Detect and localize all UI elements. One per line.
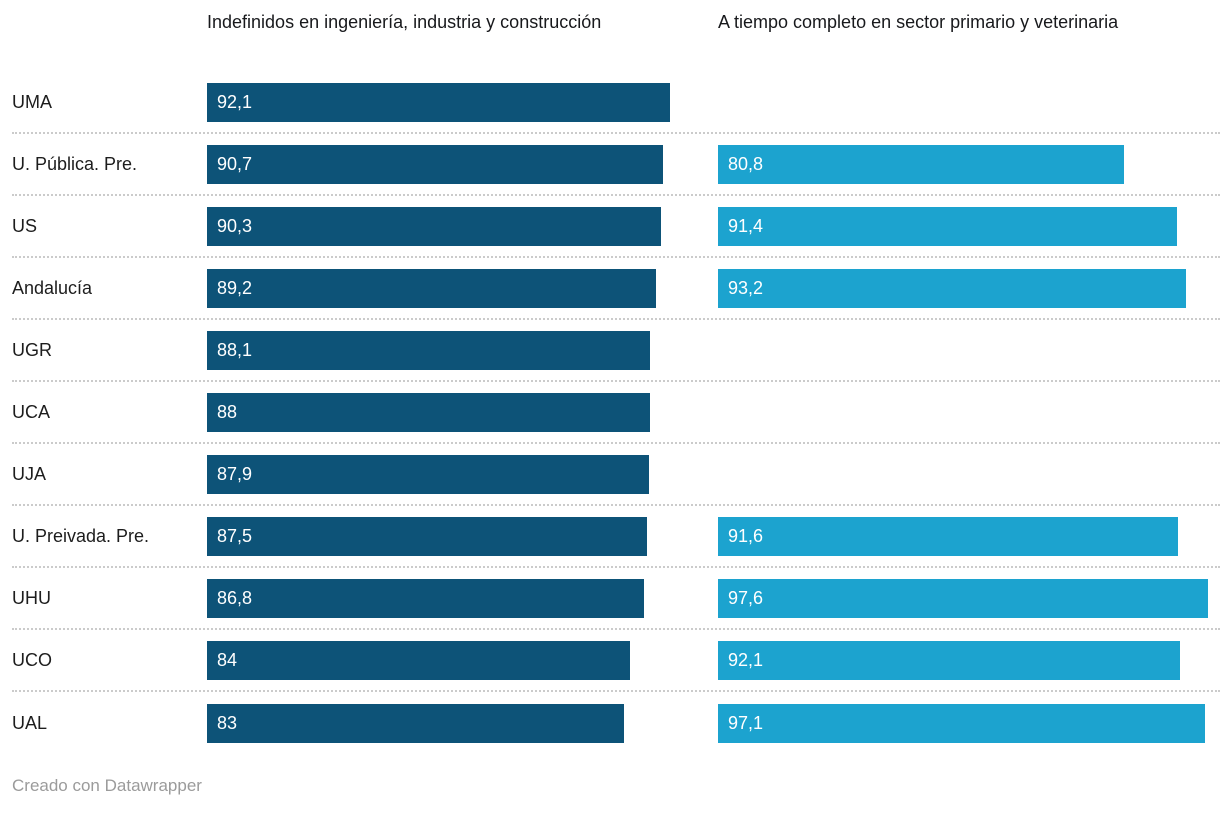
chart-row: U. Pública. Pre. 90,7 80,8 [12, 134, 1220, 196]
bar-left: 92,1 [207, 82, 671, 122]
chart-row: UGR 88,1 [12, 320, 1220, 382]
bar-cell-right [718, 83, 1220, 122]
bar-value-label: 84 [217, 649, 238, 670]
bar-cell-left: 90,3 [207, 206, 710, 246]
bar-cell-right: 92,1 [718, 640, 1220, 680]
bar-left: 90,3 [207, 206, 662, 246]
row-label: Andalucía [12, 277, 93, 298]
bar-value-label: 87,9 [217, 463, 253, 484]
bar-cell-left: 88 [207, 392, 710, 432]
bar-cell-right: 97,6 [718, 578, 1220, 618]
bar-cell-left: 83 [207, 703, 710, 743]
bar-value-label: 80,8 [728, 153, 764, 174]
row-label: U. Pública. Pre. [12, 153, 138, 174]
bar-value-label: 92,1 [217, 91, 253, 112]
bar-left: 87,9 [207, 454, 650, 494]
bar-cell-right: 80,8 [718, 144, 1220, 184]
column-header-right: A tiempo completo en sector primario y v… [718, 12, 1119, 32]
chart-row: UCO 84 92,1 [12, 630, 1220, 692]
row-label: UMA [12, 91, 52, 112]
row-label: UAL [12, 712, 48, 733]
bar-value-label: 91,4 [728, 215, 764, 236]
bar-value-label: 88,1 [217, 339, 253, 360]
bar-cell-left: 87,9 [207, 454, 710, 494]
bar-cell-left: 89,2 [207, 268, 710, 308]
row-label: UJA [12, 463, 47, 484]
row-label: UHU [12, 587, 51, 608]
bar-value-label: 88 [217, 401, 238, 422]
bar-left: 84 [207, 640, 630, 680]
bar-value-label: 90,7 [217, 153, 253, 174]
datawrapper-attribution-link[interactable]: Creado con Datawrapper [12, 776, 202, 795]
bar-cell-right [718, 331, 1220, 370]
bar-value-label: 86,8 [217, 587, 253, 608]
bar-right: 97,6 [718, 578, 1208, 618]
bar-cell-right: 91,4 [718, 206, 1220, 246]
bar-right: 80,8 [718, 144, 1124, 184]
bar-cell-right: 93,2 [718, 268, 1220, 308]
chart-row: US 90,3 91,4 [12, 196, 1220, 258]
bar-value-label: 90,3 [217, 215, 253, 236]
bar-cell-right [718, 393, 1220, 432]
bar-cell-left: 92,1 [207, 82, 710, 122]
bar-right: 91,6 [718, 516, 1178, 556]
bar-cell-right: 97,1 [718, 703, 1220, 743]
row-label: U. Preivada. Pre. [12, 525, 150, 546]
bar-right: 91,4 [718, 206, 1177, 246]
bar-value-label: 92,1 [728, 649, 764, 670]
row-label: US [12, 215, 38, 236]
bar-cell-right [718, 455, 1220, 494]
column-headers: Indefinidos en ingeniería, industria y c… [12, 0, 1220, 72]
bar-value-label: 97,1 [728, 712, 764, 733]
chart-row: UCA 88 [12, 382, 1220, 444]
chart-rows: UMA 92,1 U. Pública. Pre. 90,7 80,8 US 90,3 91,… [12, 72, 1220, 754]
row-label: UCA [12, 401, 51, 422]
bar-right: 93,2 [718, 268, 1186, 308]
bar-value-label: 83 [217, 712, 238, 733]
chart-row: UAL 83 97,1 [12, 692, 1220, 754]
bar-left: 90,7 [207, 144, 664, 184]
bar-value-label: 97,6 [728, 587, 764, 608]
bar-right: 97,1 [718, 703, 1206, 743]
bar-left: 87,5 [207, 516, 648, 556]
bar-value-label: 87,5 [217, 525, 253, 546]
row-label: UGR [12, 339, 52, 360]
chart-row: UMA 92,1 [12, 72, 1220, 134]
bar-value-label: 93,2 [728, 277, 764, 298]
bar-left: 88 [207, 392, 650, 432]
column-header-left: Indefinidos en ingeniería, industria y c… [207, 12, 602, 32]
bar-cell-left: 88,1 [207, 330, 710, 370]
bar-left: 89,2 [207, 268, 656, 308]
chart-row: UHU 86,8 97,6 [12, 568, 1220, 630]
bar-cell-left: 84 [207, 640, 710, 680]
chart-row: Andalucía 89,2 93,2 [12, 258, 1220, 320]
bar-cell-left: 86,8 [207, 578, 710, 618]
row-label: UCO [12, 649, 52, 670]
bar-value-label: 91,6 [728, 525, 764, 546]
chart-footer: Creado con Datawrapper [12, 776, 1220, 820]
chart-row: U. Preivada. Pre. 87,5 91,6 [12, 506, 1220, 568]
chart-row: UJA 87,9 [12, 444, 1220, 506]
bar-left: 83 [207, 703, 625, 743]
bar-value-label: 89,2 [217, 277, 253, 298]
bar-right: 92,1 [718, 640, 1181, 680]
bar-cell-left: 87,5 [207, 516, 710, 556]
bar-cell-left: 90,7 [207, 144, 710, 184]
bar-left: 88,1 [207, 330, 651, 370]
bar-left: 86,8 [207, 578, 644, 618]
bar-cell-right: 91,6 [718, 516, 1220, 556]
